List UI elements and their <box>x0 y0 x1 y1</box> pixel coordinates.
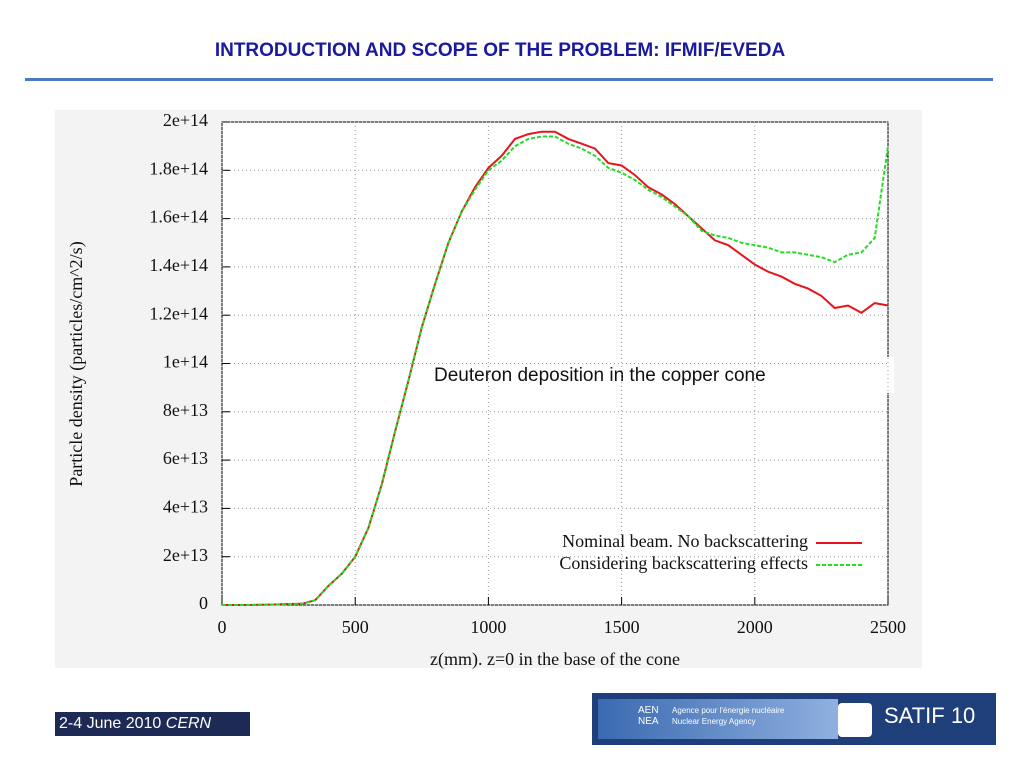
title-rule <box>25 78 993 81</box>
cern-logo <box>838 703 872 737</box>
legend-label: Considering backscattering effects <box>559 553 808 573</box>
x-tick-label: 1500 <box>604 617 640 637</box>
y-tick-label: 0 <box>199 593 208 613</box>
x-tick-label: 2500 <box>870 617 906 637</box>
y-axis-label: Particle density (particles/cm^2/s) <box>66 241 87 486</box>
x-tick-label: 0 <box>218 617 227 637</box>
name-fr: Agence pour l'énergie nucléaire <box>672 706 785 715</box>
x-tick-label: 500 <box>342 617 369 637</box>
y-tick-label: 1.6e+14 <box>149 207 208 227</box>
y-tick-label: 1e+14 <box>163 352 208 372</box>
footer-logo: AEN NEA Agence pour l'énergie nucléaire Nu… <box>592 693 996 745</box>
short-en: NEA <box>638 716 659 727</box>
conference: SATIF 10 <box>884 703 976 728</box>
place: CERN <box>165 715 212 732</box>
nea-names: Agence pour l'énergie nucléaire Nuclear E… <box>672 705 784 727</box>
y-tick-label: 8e+13 <box>163 400 208 420</box>
x-tick-label: 1000 <box>470 617 506 637</box>
x-axis-label: z(mm). z=0 in the base of the cone <box>430 649 680 670</box>
footer-date: 2-4 June 2010 CERN <box>55 712 250 736</box>
short-fr: AEN <box>638 705 659 716</box>
y-tick-label: 1.2e+14 <box>149 303 208 323</box>
legend-label: Nominal beam. No backscattering <box>562 531 808 551</box>
series-line <box>222 130 889 606</box>
nea-short: AEN NEA <box>638 705 659 727</box>
y-tick-label: 2e+13 <box>163 545 208 565</box>
date: 2-4 June 2010 <box>59 715 162 732</box>
slide-title: INTRODUCTION AND SCOPE OF THE PROBLEM: I… <box>214 40 786 61</box>
y-tick-label: 2e+14 <box>163 110 208 130</box>
annotation: Deuteron deposition in the copper cone <box>434 365 766 386</box>
y-tick-label: 1.8e+14 <box>149 158 208 178</box>
nea-logo <box>598 699 838 739</box>
x-tick-label: 2000 <box>737 617 773 637</box>
series-line <box>222 135 889 606</box>
y-tick-label: 4e+13 <box>163 497 208 517</box>
name-en: Nuclear Energy Agency <box>672 717 756 726</box>
y-tick-label: 6e+13 <box>163 448 208 468</box>
y-tick-label: 1.4e+14 <box>149 255 208 275</box>
